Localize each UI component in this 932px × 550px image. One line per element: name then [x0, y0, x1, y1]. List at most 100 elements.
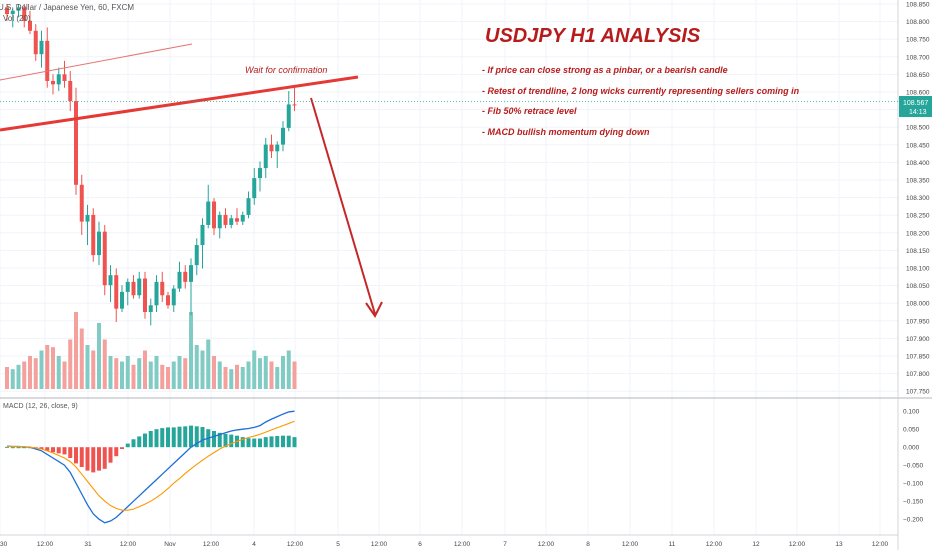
volume-bar — [16, 364, 21, 389]
candle-body — [62, 74, 67, 81]
macd-histogram-bar — [97, 447, 101, 471]
price-tick-label: 107.850 — [906, 354, 930, 361]
price-tick-label: 108.000 — [906, 301, 930, 308]
volume-bar — [235, 364, 239, 389]
macd-histogram-bar — [137, 436, 142, 448]
time-tick-label: 12:00 — [706, 541, 723, 548]
macd-histogram-bar — [148, 431, 153, 448]
candle-body — [56, 74, 61, 85]
price-tick-label: 108.100 — [906, 266, 930, 273]
macd-histogram-bar — [275, 436, 280, 448]
macd-axis[interactable]: 0.100 0.050 0.000 −0.050 −0.100 −0.150 −0.200 — [903, 409, 923, 524]
projection-arrow[interactable] — [310, 97, 376, 315]
macd-histogram-bar — [154, 429, 159, 448]
candle-body — [148, 305, 153, 312]
candle-body — [263, 144, 268, 169]
macd-histogram-bar — [160, 428, 165, 448]
candle-body — [258, 168, 262, 179]
price-tick-label: 108.450 — [906, 142, 930, 149]
candlestick-series[interactable] — [5, 4, 297, 326]
volume-bar — [28, 356, 32, 389]
candle-body — [246, 198, 251, 215]
time-tick-label: 7 — [503, 541, 507, 548]
candle-body — [16, 7, 21, 11]
volume-bar — [269, 361, 274, 389]
price-axis[interactable]: 108.850 108.800 108.750 108.700 108.650 108.6… — [906, 2, 930, 396]
macd-histogram-bar — [68, 447, 73, 458]
candle-body — [281, 127, 285, 145]
candle-body — [160, 281, 165, 296]
price-tick-label: 108.250 — [906, 213, 930, 220]
analysis-note-3[interactable]: - Fib 50% retrace level — [482, 106, 577, 116]
candle-body — [292, 104, 297, 106]
arrow-head-icon — [365, 301, 383, 318]
macd-histogram-bar — [177, 426, 182, 448]
macd-histogram-bar — [120, 447, 124, 449]
volume-bar — [292, 361, 297, 389]
macd-histogram-bar — [114, 447, 119, 457]
volume-bar — [212, 356, 216, 389]
candle-body — [125, 281, 130, 292]
candle-body — [131, 281, 136, 296]
volume-bar — [22, 361, 27, 389]
candle-body — [74, 101, 78, 185]
macd-histogram-bar — [131, 439, 136, 448]
time-tick-label: 12:00 — [203, 541, 220, 548]
macd-histogram-bar — [246, 438, 251, 448]
volume-label: Vol (20) — [3, 14, 31, 23]
time-tick-label: 12:00 — [371, 541, 388, 548]
macd-tick-label: 0.100 — [903, 409, 920, 416]
time-tick-label: 12:00 — [37, 541, 54, 548]
time-tick-label: 30 — [0, 541, 8, 548]
macd-line — [6, 410, 295, 524]
macd-histogram-bar — [183, 426, 188, 448]
macd-histogram-bar — [5, 446, 9, 448]
time-axis[interactable]: 30 12:00 31 12:00 Nov 12:00 4 12:00 5 12:00 6 12:00… — [0, 541, 889, 548]
candle-body — [229, 218, 234, 225]
candle-body — [217, 214, 222, 229]
volume-bar — [102, 339, 107, 389]
macd-histogram-bar — [85, 447, 90, 471]
price-tick-label: 108.650 — [906, 72, 930, 79]
price-tick-label: 107.950 — [906, 318, 930, 325]
candle-body — [91, 214, 96, 256]
last-price-tag — [899, 96, 932, 117]
volume-bar — [33, 358, 38, 389]
macd-tick-label: 0.000 — [903, 445, 920, 452]
volume-bar — [108, 356, 113, 389]
volume-bar — [252, 350, 257, 389]
price-tick-label: 108.850 — [906, 2, 930, 9]
candle-body — [39, 40, 44, 55]
macd-histogram-bar — [252, 438, 257, 448]
wait-confirmation-note[interactable]: Wait for confirmation — [245, 65, 327, 75]
analysis-note-2[interactable]: - Retest of trendline, 2 long wicks curr… — [482, 86, 800, 96]
main-trendline[interactable] — [0, 75, 359, 132]
macd-histogram-bar — [45, 447, 50, 451]
analysis-title[interactable]: USDJPY H1 ANALYSIS — [485, 25, 701, 47]
analysis-note-1[interactable]: - If price can close strong as a pinbar,… — [482, 65, 728, 75]
volume-bar — [74, 312, 78, 389]
macd-histogram-bar — [240, 437, 245, 448]
volume-bar — [137, 358, 142, 389]
macd-histogram — [5, 425, 297, 473]
candle-body — [10, 10, 15, 15]
volume-bar — [263, 356, 268, 389]
macd-histogram-bar — [286, 435, 291, 448]
time-tick-label: Nov — [164, 541, 176, 548]
candle-body — [85, 214, 90, 222]
time-tick-label: 12:00 — [454, 541, 471, 548]
candle-body — [240, 214, 245, 222]
macd-histogram-bar — [292, 437, 297, 448]
volume-bar — [171, 361, 176, 389]
macd-histogram-bar — [171, 427, 176, 448]
macd-tick-label: −0.200 — [903, 517, 923, 524]
price-tick-label: 108.400 — [906, 160, 930, 167]
volume-bar — [148, 361, 153, 389]
time-tick-label: 5 — [336, 541, 340, 548]
upper-trendline[interactable] — [0, 43, 193, 81]
volume-bar — [189, 312, 193, 389]
macd-tick-label: −0.150 — [903, 499, 923, 506]
macd-histogram-bar — [79, 447, 84, 467]
analysis-note-4[interactable]: - MACD bullish momentum dying down — [482, 127, 650, 137]
